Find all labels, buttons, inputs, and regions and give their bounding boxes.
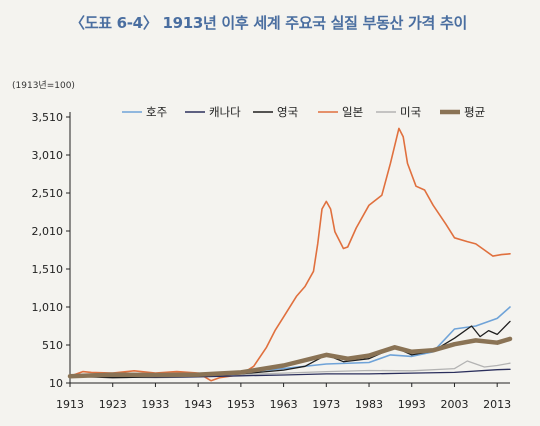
legend-label-5: 평균: [464, 105, 485, 119]
y-axis-unit-label: (1913년=100): [12, 81, 75, 91]
y-tick-label: 1,010: [32, 301, 64, 314]
y-tick-label: 510: [42, 339, 63, 352]
x-tick-label: 1993: [398, 398, 426, 411]
page-title: 〈도표 6-4〉 1913년 이후 세계 주요국 실질 부동산 가격 추이: [70, 14, 467, 32]
x-tick-label: 1953: [227, 398, 255, 411]
legend-label-0: 호주: [146, 105, 167, 119]
legend-label-1: 캐나다: [209, 105, 241, 119]
y-tick-label: 1,510: [32, 263, 64, 276]
x-tick-label: 1963: [270, 398, 298, 411]
x-tick-label: 1973: [312, 398, 340, 411]
x-tick-label: 2003: [440, 398, 468, 411]
y-tick-label: 2,510: [32, 187, 64, 200]
series-line-3: [69, 127, 511, 382]
x-tick-label: 1933: [141, 398, 169, 411]
x-tick-label: 1983: [355, 398, 383, 411]
y-tick-label: 3,510: [32, 111, 64, 124]
y-tick-label: 3,010: [32, 149, 64, 162]
series-line-5: [67, 336, 513, 379]
y-tick-label: 2,010: [32, 225, 64, 238]
x-tick-label: 1943: [184, 398, 212, 411]
x-tick-label: 2013: [483, 398, 511, 411]
x-tick-label: 1923: [99, 398, 127, 411]
legend-label-2: 영국: [277, 105, 298, 119]
x-tick-label: 1913: [56, 398, 84, 411]
legend-label-3: 일본: [342, 105, 363, 119]
legend-label-4: 미국: [400, 105, 421, 119]
y-tick-label: 10: [49, 377, 63, 390]
